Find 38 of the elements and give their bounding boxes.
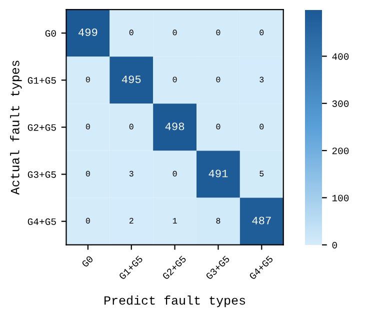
data-label: 487 <box>252 216 271 224</box>
data-label: 0 <box>216 76 220 82</box>
x-tick-label: G0 <box>81 255 94 268</box>
y-tick-label: G4+G5 <box>28 218 56 225</box>
color-bar-label: 400 <box>332 53 349 60</box>
data-label: 0 <box>129 124 134 130</box>
y-axis-title: Actual fault types <box>10 60 22 195</box>
data-label: 0 <box>86 170 90 176</box>
data-label: 2 <box>129 218 134 224</box>
color-bar-label: 0 <box>332 242 337 248</box>
data-label: 0 <box>216 124 220 130</box>
data-label: 0 <box>172 170 177 176</box>
data-label: 0 <box>216 30 220 36</box>
y-tick-label: G3+G5 <box>28 171 56 178</box>
color-bar-label: 300 <box>332 100 349 108</box>
data-label: 8 <box>216 218 220 224</box>
data-label: 0 <box>260 30 264 36</box>
data-label: 495 <box>122 76 141 84</box>
data-label: 491 <box>208 170 228 178</box>
data-label: 0 <box>129 30 134 36</box>
data-label: 0 <box>172 76 177 82</box>
data-label: 0 <box>172 30 177 36</box>
data-label: 498 <box>165 122 184 130</box>
data-label: 0 <box>260 124 264 130</box>
data-label: 1 <box>172 218 177 224</box>
data-label: 3 <box>260 76 264 82</box>
data-label: 0 <box>86 218 90 224</box>
data-label: 0 <box>86 124 90 130</box>
x-axis-title: Predict fault types <box>104 296 246 308</box>
data-label: 3 <box>129 170 134 176</box>
color-bar-label: 200 <box>332 148 349 154</box>
color-bar-label: 100 <box>332 194 349 202</box>
data-label: 5 <box>260 170 264 176</box>
y-tick-label: G1+G5 <box>28 77 56 84</box>
y-tick-label: G2+G5 <box>28 124 56 131</box>
data-label: 499 <box>78 28 98 36</box>
data-label: 0 <box>86 76 90 82</box>
y-tick-label: G0 <box>45 30 56 37</box>
